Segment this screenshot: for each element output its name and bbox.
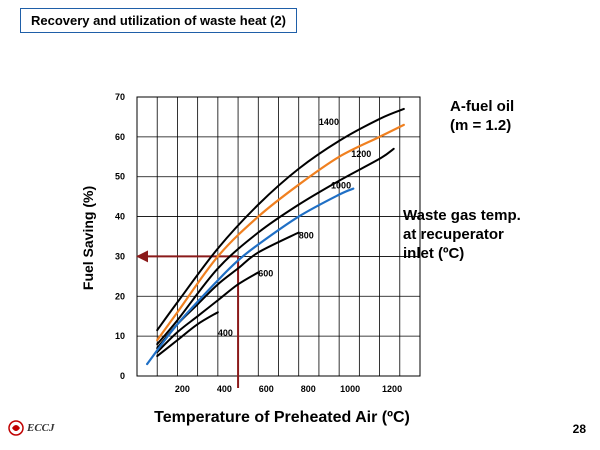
grid (136, 96, 421, 377)
curve-label-1000: 1000 (331, 181, 351, 191)
page-number: 28 (572, 422, 586, 436)
plot-frame (136, 96, 421, 377)
x-tick-label: 1000 (340, 384, 360, 394)
x-tick-label: 400 (217, 384, 232, 394)
eccj-logo: ECCJ (8, 420, 55, 436)
y-axis-title: Fuel Saving (%) (80, 186, 96, 290)
curve-label-600: 600 (258, 268, 273, 278)
fuel-oil-label: A-fuel oil (450, 98, 514, 115)
series-group (146, 107, 405, 366)
series-line-4 (156, 147, 395, 346)
x-tick-label: 800 (301, 384, 316, 394)
curve-label-800: 800 (299, 230, 314, 240)
reference-lines (136, 250, 240, 388)
y-tick-label: 40 (115, 212, 125, 222)
x-tick-label: 1200 (382, 384, 402, 394)
y-tick-label: 60 (115, 132, 125, 142)
y-tick-label: 20 (115, 291, 125, 301)
y-tick-label: 70 (115, 92, 125, 102)
curve-label-1200: 1200 (351, 149, 371, 159)
series-line-6 (156, 107, 405, 332)
x-tick-label: 600 (259, 384, 274, 394)
y-tick-label: 0 (120, 371, 125, 381)
x-tick-label: 200 (175, 384, 190, 394)
waste-gas-label-line2: at recuperator (403, 226, 504, 243)
y-tick-label: 30 (115, 251, 125, 261)
curve-labels: 400 600 800 1000 1200 1400 (218, 117, 371, 338)
curve-label-1400: 1400 (319, 117, 339, 127)
y-tick-label: 10 (115, 331, 125, 341)
fuel-oil-m-label: (m = 1.2) (450, 117, 511, 134)
curve-label-400: 400 (218, 328, 233, 338)
y-tick-label: 50 (115, 172, 125, 182)
tick-labels: 0 10 20 30 40 50 60 70 200 400 600 800 1000 1200 (115, 92, 402, 394)
series-line-3 (146, 187, 355, 366)
series-line-0 (156, 311, 219, 358)
eccj-logo-icon (8, 420, 24, 436)
waste-gas-label-line1: Waste gas temp. (403, 207, 521, 224)
x-axis-title: Temperature of Preheated Air (ºC) (154, 409, 410, 426)
slide-title: Recovery and utilization of waste heat (… (20, 8, 297, 33)
series-line-1 (156, 271, 260, 354)
series-line-5 (156, 123, 405, 342)
logo-text: ECCJ (27, 422, 55, 434)
waste-gas-label-line3: inlet (ºC) (403, 245, 464, 262)
